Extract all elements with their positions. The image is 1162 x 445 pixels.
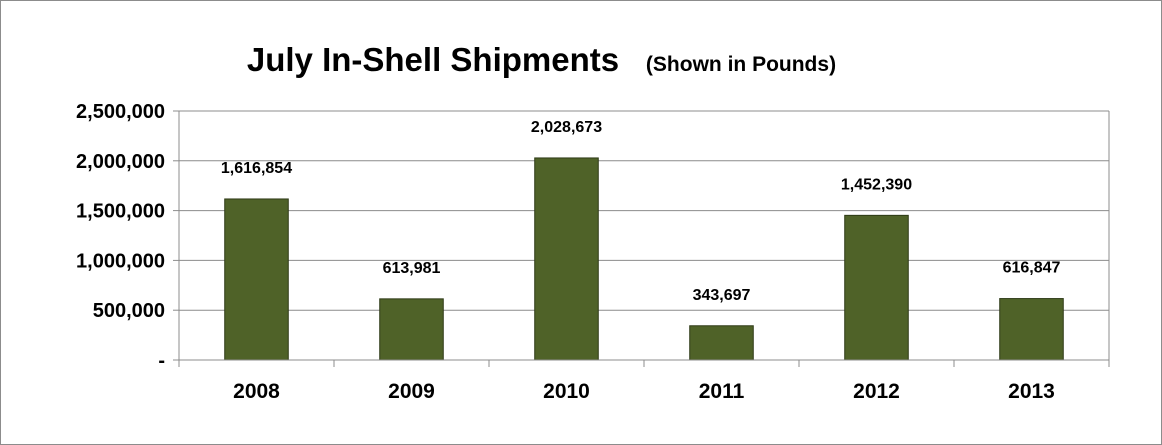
bar-2009 bbox=[379, 298, 444, 361]
svg-text:(Shown in Pounds): (Shown in Pounds) bbox=[646, 53, 836, 76]
axes: - 500,000 1,000,000 1,500,000 2,000,000 2,500… bbox=[76, 101, 1110, 403]
y-tick-label: 2,500,000 bbox=[76, 101, 165, 123]
x-tick-label: 2010 bbox=[543, 380, 590, 403]
bars bbox=[224, 157, 1064, 361]
x-tick-label: 2012 bbox=[853, 380, 900, 403]
data-label-2008: 1,616,854 bbox=[221, 160, 292, 177]
bar-2011 bbox=[689, 325, 754, 361]
x-tick-label: 2009 bbox=[388, 380, 435, 403]
chart-subtitle: (Shown in Pounds) bbox=[646, 53, 836, 76]
data-labels: 1,616,854 613,981 2,028,673 343,697 1,452,39… bbox=[221, 119, 1061, 304]
x-tick-label: 2011 bbox=[699, 380, 745, 403]
data-label-2009: 613,981 bbox=[383, 260, 441, 277]
x-tick-label: 2008 bbox=[233, 380, 280, 403]
y-tick-label: - bbox=[158, 350, 165, 372]
y-tick-label: 1,500,000 bbox=[76, 201, 165, 223]
bar-2012 bbox=[844, 214, 909, 361]
grid-lines bbox=[179, 110, 1110, 360]
x-tick-label: 2013 bbox=[1008, 380, 1055, 403]
y-tick-label: 1,000,000 bbox=[76, 250, 165, 272]
y-tick-label: 500,000 bbox=[93, 300, 165, 322]
bar-2008 bbox=[224, 198, 289, 361]
data-label-2011: 343,697 bbox=[693, 287, 751, 304]
data-label-2013: 616,847 bbox=[1003, 260, 1061, 277]
bar-2013 bbox=[999, 298, 1064, 361]
chart-title-main: July In-Shell Shipments bbox=[247, 41, 619, 78]
data-label-2012: 1,452,390 bbox=[841, 176, 912, 193]
y-tick-label: 2,000,000 bbox=[76, 151, 165, 173]
bar-2010 bbox=[534, 157, 599, 361]
data-label-2010: 2,028,673 bbox=[531, 119, 602, 136]
chart-title: July In-Shell Shipments bbox=[247, 41, 619, 78]
